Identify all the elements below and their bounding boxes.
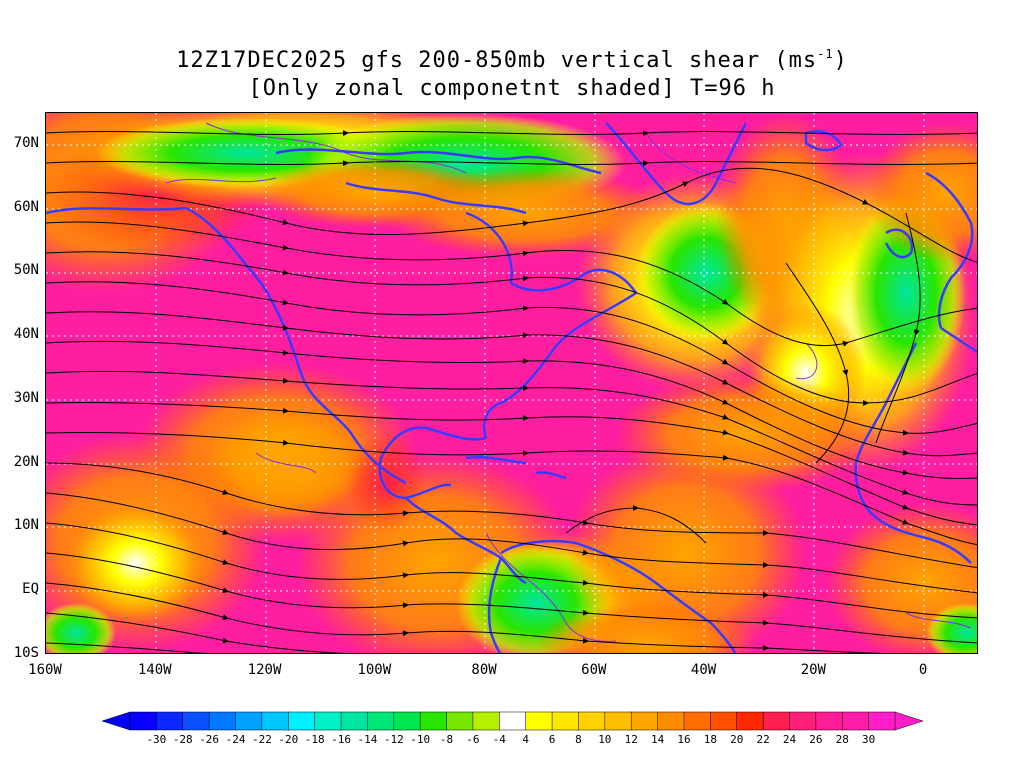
lat-label: 30N: [13, 389, 39, 406]
streamlines: [46, 130, 977, 653]
lon-label: 120W: [247, 662, 282, 678]
colorbar-swatch: [340, 711, 369, 731]
colorbar-tick-label: 28: [835, 733, 849, 746]
colorbar-tick-label: 10: [598, 733, 612, 746]
colorbar-swatch: [261, 711, 290, 731]
lat-label: 70N: [13, 134, 39, 151]
colorbar-swatch: [182, 711, 210, 731]
colorbar-swatch: [815, 711, 843, 731]
chart-title-line-2: [Only zonal componetnt shaded] T=96 h: [248, 76, 776, 101]
colorbar-swatch: [736, 711, 764, 731]
colorbar-swatch: [578, 711, 606, 731]
colorbar-swatch: [314, 711, 342, 731]
colorbar-swatch: [208, 711, 237, 731]
colorbar-tick-label: 6: [548, 733, 556, 746]
colorbar-swatch: [551, 711, 580, 731]
lat-label: 50N: [13, 262, 39, 279]
colorbar-tick-label: 8: [575, 733, 582, 746]
colorbar-tick-label: 14: [650, 733, 665, 746]
title-unit-exponent: -1: [817, 47, 834, 61]
colorbar-swatch: [868, 711, 896, 731]
colorbar-tick-label: -20: [278, 733, 299, 746]
lat-label: 60N: [13, 198, 39, 215]
colorbar-min-arrow: [101, 711, 131, 731]
lon-label: 40W: [690, 662, 717, 678]
colorbar-tick-label: 16: [677, 733, 691, 746]
colorbar: [101, 711, 924, 731]
colorbar-tick-label: -4: [492, 733, 506, 746]
colorbar-max-arrow: [894, 711, 924, 731]
title-prefix: 12Z17DEC2025 gfs 200-850mb vertical shea…: [176, 48, 818, 73]
lat-label: 10N: [13, 517, 39, 534]
colorbar-swatch: [841, 711, 870, 731]
title-suffix: ): [833, 48, 848, 73]
colorbar-swatch: [762, 711, 791, 731]
lat-label: 20N: [13, 453, 39, 470]
colorbar-swatch: [288, 711, 316, 731]
lon-label: 20W: [800, 662, 826, 678]
colorbar-tick-label: -10: [410, 733, 431, 746]
colorbar-tick-label: -16: [331, 733, 351, 746]
lon-label: 60W: [581, 662, 607, 678]
colorbar-swatch: [630, 711, 659, 731]
lon-label: 80W: [471, 662, 497, 678]
lon-label: 100W: [357, 662, 392, 678]
colorbar-tick-label: -18: [304, 733, 325, 746]
colorbar-swatch: [419, 711, 448, 731]
colorbar-tick-label: 30: [861, 733, 876, 746]
colorbar-tick-label: 24: [782, 733, 797, 746]
colorbar-tick-label: 22: [756, 733, 770, 746]
colorbar-tick-label: 20: [730, 733, 744, 746]
colorbar-swatch: [472, 711, 501, 731]
shear-map-canvas: [46, 113, 977, 653]
colorbar-tick-label: -22: [251, 733, 272, 746]
colorbar-tick-label: 12: [624, 733, 638, 746]
colorbar-swatch: [657, 711, 685, 731]
colorbar-tick-label: -12: [383, 733, 404, 746]
colorbar-tick-label: -6: [466, 733, 480, 746]
colorbar-swatch: [604, 711, 632, 731]
lon-label: 0: [918, 662, 928, 678]
colorbar-swatch: [683, 711, 712, 731]
colorbar-swatch: [525, 711, 553, 731]
colorbar-tick-label: 18: [703, 733, 717, 746]
colorbar-swatch: [156, 711, 184, 731]
colorbar-swatch: [235, 711, 263, 731]
colorbar-tick-label: -26: [199, 733, 220, 746]
colorbar-swatch: [789, 711, 817, 731]
colorbar-swatch: [446, 711, 474, 731]
lat-label: 10S: [13, 645, 39, 661]
lat-label: 40N: [13, 326, 39, 343]
lon-label: 140W: [137, 662, 172, 678]
colorbar-swatch: [367, 711, 395, 731]
colorbar-tick-label: 26: [809, 733, 823, 746]
lat-label: EQ: [22, 581, 39, 598]
colorbar-tick-label: -8: [439, 733, 454, 746]
colorbar-tick-label: 4: [522, 733, 529, 746]
colorbar-swatch: [710, 711, 738, 731]
colorbar-swatch: [393, 711, 421, 731]
chart-title-line-1: 12Z17DEC2025 gfs 200-850mb vertical shea…: [0, 47, 1024, 73]
colorbar-swatch: [129, 711, 158, 731]
colorbar-tick-label: -28: [172, 733, 193, 746]
colorbar-tick-label: -24: [225, 733, 246, 746]
colorbar-tick-label: -14: [357, 733, 378, 746]
shear-map: [45, 112, 978, 654]
colorbar-swatch: [499, 711, 527, 731]
colorbar-tick-label: -30: [146, 733, 167, 746]
lon-label: 160W: [28, 662, 62, 678]
